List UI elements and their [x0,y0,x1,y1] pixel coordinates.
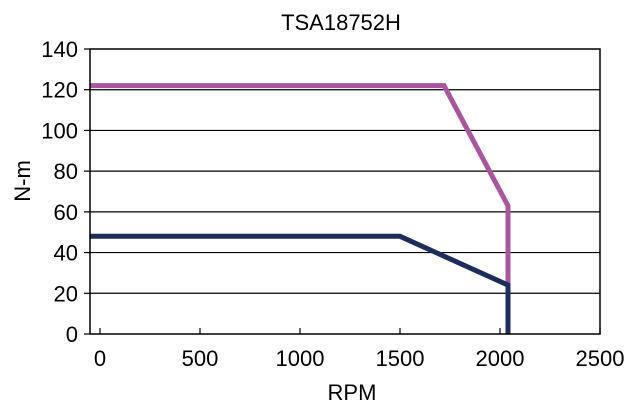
y-tick-label: 20 [54,281,78,306]
y-tick-label: 80 [54,159,78,184]
x-tick-label: 1000 [276,346,325,371]
y-tick-label: 0 [66,322,78,347]
y-tick-label: 120 [41,78,78,103]
x-tick-label: 2000 [476,346,525,371]
x-tick-label: 500 [182,346,219,371]
plot-frame [89,48,601,335]
series-line-2 [90,233,511,334]
gridlines [90,89,600,294]
chart-title: TSA18752H [281,10,401,35]
axis-ticks [84,48,601,335]
x-tick-label: 2500 [576,346,625,371]
y-axis-label: N-m [10,160,35,202]
y-tick-label: 100 [41,118,78,143]
series-line-1 [90,83,511,334]
y-tick-label: 40 [54,241,78,266]
series-lines [90,83,511,334]
y-tick-label: 140 [41,37,78,62]
x-tick-label: 0 [94,346,106,371]
x-axis-label: RPM [328,380,377,405]
y-tick-label: 60 [54,200,78,225]
x-tick-label: 1500 [376,346,425,371]
y-tick-labels: 0 20 40 60 80 100 120 140 [41,37,78,347]
x-tick-labels: 0 500 1000 1500 2000 2500 [94,346,625,371]
